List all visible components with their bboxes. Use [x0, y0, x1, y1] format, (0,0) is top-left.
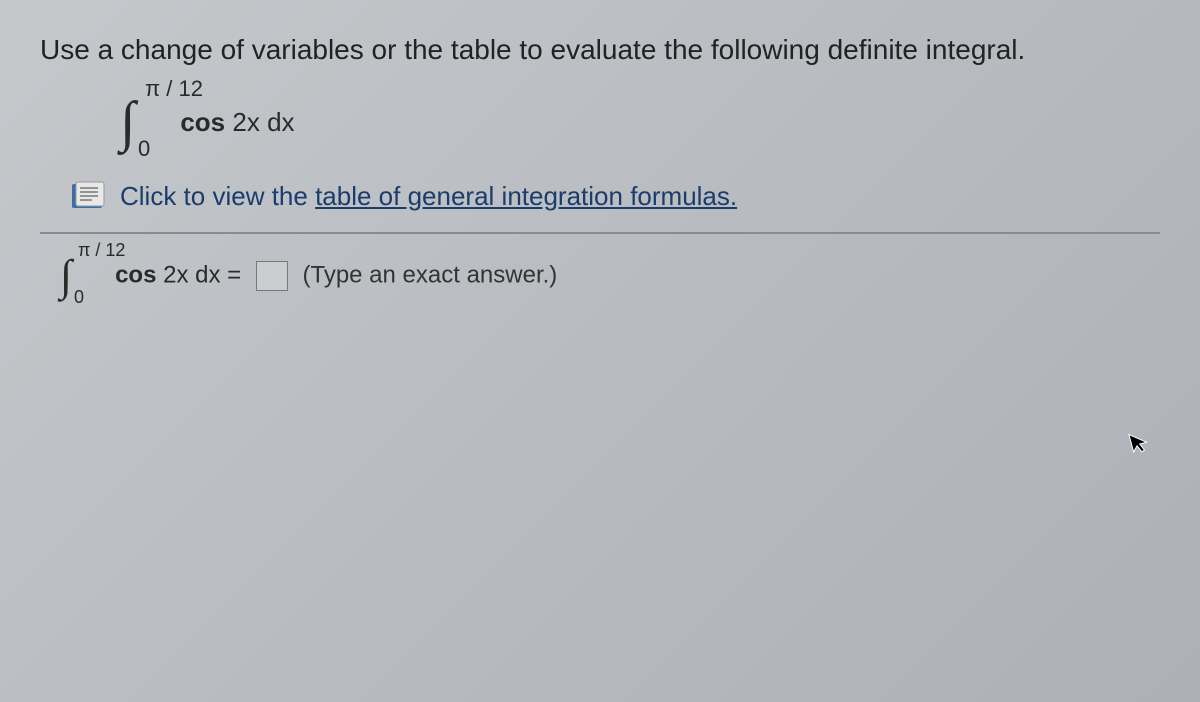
answer-integral-symbol: π / 12 ∫ 0 [60, 254, 72, 298]
cursor-icon [1126, 428, 1153, 462]
answer-integrand: cos 2x dx = (Type an exact answer.) [115, 261, 557, 291]
link-prefix: Click to view the [120, 181, 315, 211]
answer-integrand-function: cos [115, 262, 156, 289]
problem-instruction: Use a change of variables or the table t… [40, 30, 1160, 69]
integrand-function: cos [180, 107, 225, 137]
integrand-argument: 2x dx [232, 107, 294, 137]
answer-input[interactable] [256, 261, 288, 291]
lower-limit: 0 [138, 136, 150, 162]
integral-expression: π / 12 ∫ 0 cos 2x dx [120, 94, 1160, 150]
reference-link-row: Click to view the table of general integ… [70, 180, 1160, 212]
answer-integrand-argument: 2x dx = [163, 262, 241, 289]
divider [40, 232, 1160, 234]
reference-link-text: Click to view the table of general integ… [120, 181, 737, 212]
answer-section: π / 12 ∫ 0 cos 2x dx = (Type an exact an… [60, 254, 1160, 298]
integral-sign: ∫ [120, 91, 135, 153]
answer-upper-limit: π / 12 [78, 240, 125, 261]
answer-hint: (Type an exact answer.) [302, 262, 557, 289]
book-icon[interactable] [70, 180, 108, 212]
upper-limit: π / 12 [145, 76, 203, 102]
answer-integral-sign: ∫ [60, 251, 72, 300]
integral-symbol: π / 12 ∫ 0 [120, 94, 135, 150]
integrand: cos 2x dx [180, 107, 294, 138]
reference-link[interactable]: table of general integration formulas. [315, 181, 737, 211]
answer-lower-limit: 0 [74, 287, 84, 308]
